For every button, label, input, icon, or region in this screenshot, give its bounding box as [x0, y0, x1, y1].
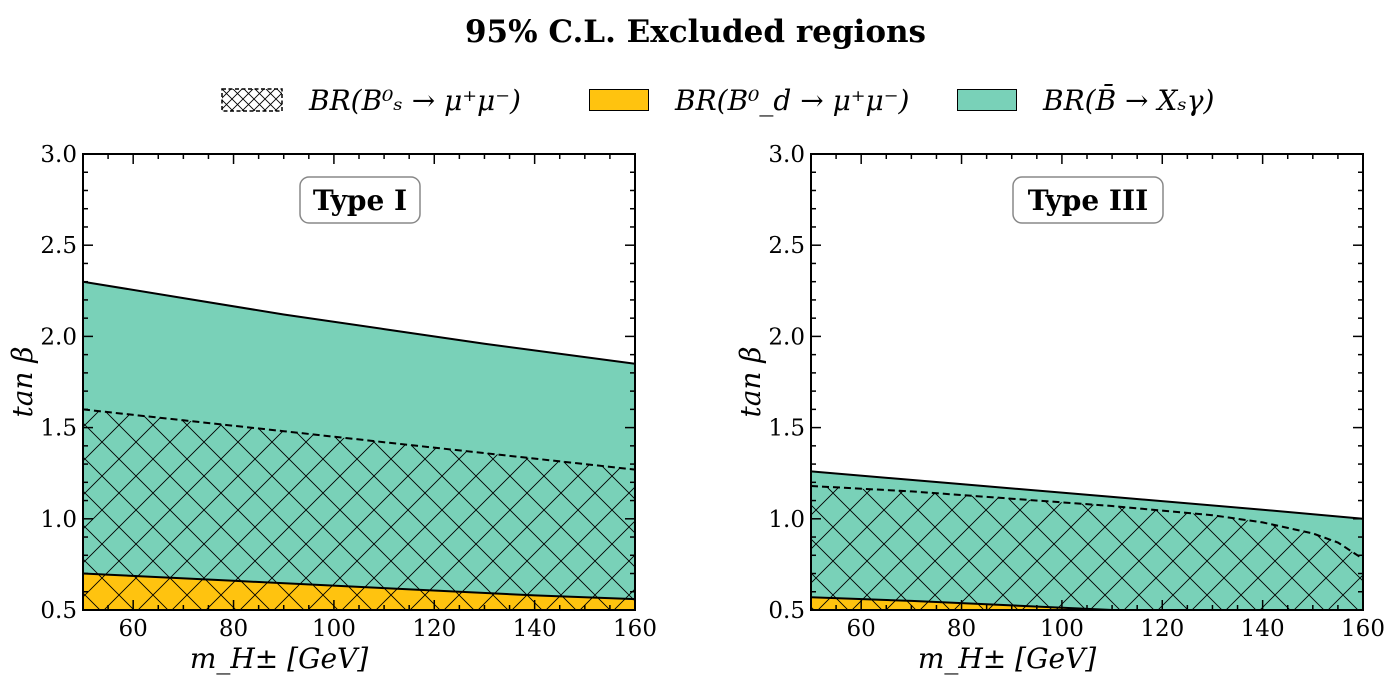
annotation-box — [1012, 176, 1164, 224]
x-axis-label: m_H± [GeV] — [190, 642, 368, 675]
y-tick-label: 1.0 — [40, 507, 77, 533]
legend-label-bsgamma: BR(B̄ → Xₛγ) — [1043, 83, 1215, 117]
legend-swatch-hatch-icon — [221, 88, 283, 112]
line-bd-panel-1 — [83, 572, 635, 601]
x-tick-label: 120 — [1140, 616, 1184, 642]
y-tick-label: 1.5 — [40, 416, 77, 442]
chart-title: 95% C.L. Excluded regions — [464, 14, 927, 50]
line-bsgamma-panel-2 — [811, 470, 1363, 520]
legend-label-bd: BR(B⁰_d → μ⁺μ⁻) — [675, 83, 910, 117]
x-axis-label: m_H± [GeV] — [918, 642, 1096, 675]
x-tick-label: 140 — [1241, 616, 1285, 642]
x-tick-label: 100 — [1040, 616, 1084, 642]
x-tick-label: 80 — [947, 616, 976, 642]
area-bs-hatch-panel-1 — [83, 409, 635, 610]
y-tick-label: 0.5 — [40, 598, 77, 624]
line-bs-panel-1 — [83, 408, 635, 471]
x-tick-label: 140 — [513, 616, 557, 642]
x-tick-label: 100 — [312, 616, 356, 642]
legend-label-bs: BR(B⁰ₛ → μ⁺μ⁻) — [309, 83, 521, 117]
y-tick-label: 2.0 — [40, 324, 77, 350]
legend-item-bsgamma: BR(B̄ → Xₛγ) — [957, 80, 1214, 120]
x-tick-label: 60 — [119, 616, 148, 642]
y-tick-label: 0.5 — [768, 598, 805, 624]
x-tick-label: 160 — [613, 616, 657, 642]
y-axis-label: tan β — [6, 346, 39, 417]
panel-annotation: Type I — [313, 184, 407, 217]
line-bs-panel-2 — [811, 485, 1363, 560]
panel-annotation: Type III — [1028, 184, 1148, 217]
y-tick-label: 2.5 — [40, 233, 77, 259]
legend-swatch-bd — [589, 89, 649, 111]
y-tick-label: 2.0 — [768, 324, 805, 350]
x-tick-label: 120 — [412, 616, 456, 642]
area-bs-hatch-panel-2 — [811, 486, 1363, 610]
annotation-box — [299, 176, 421, 224]
chart-panel-2: 60 80 100 120 140 160 0.5 1.0 1.5 2.0 2.5 3.0 m_H± [… — [734, 142, 1385, 675]
y-tick-label: 1.5 — [768, 416, 805, 442]
legend-swatch-bsgamma — [957, 89, 1017, 111]
y-tick-label: 1.0 — [768, 507, 805, 533]
y-axis-label: tan β — [734, 346, 767, 417]
x-tick-label: 80 — [219, 616, 248, 642]
y-tick-label: 3.0 — [40, 142, 77, 168]
x-tick-label: 60 — [847, 616, 876, 642]
y-tick-label: 2.5 — [768, 233, 805, 259]
x-tick-label: 160 — [1341, 616, 1385, 642]
y-tick-label: 3.0 — [768, 142, 805, 168]
line-bsgamma-panel-1 — [83, 280, 635, 365]
legend-item-bd: BR(B⁰_d → μ⁺μ⁻) — [589, 80, 909, 120]
legend-item-bs: BR(B⁰ₛ → μ⁺μ⁻) — [221, 80, 521, 120]
chart-panel-1: 60 80 100 120 140 160 0.5 1.0 1.5 2.0 2.5 3.0 m_H± [… — [6, 142, 657, 675]
